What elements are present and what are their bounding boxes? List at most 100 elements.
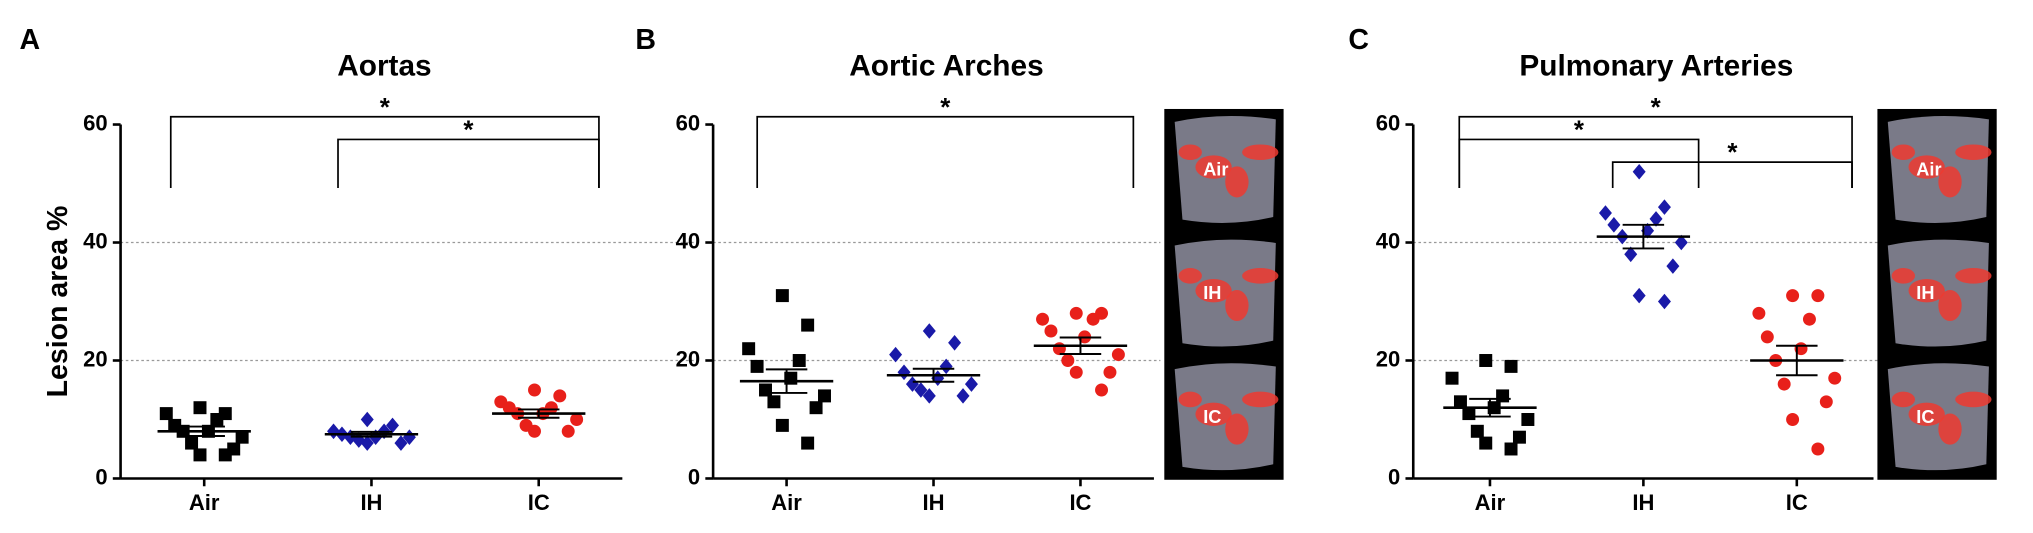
- data-point: [1044, 324, 1058, 338]
- data-point: [767, 395, 781, 409]
- data-point: [394, 435, 408, 451]
- lesion: [1908, 402, 1945, 426]
- lesion: [1938, 166, 1962, 198]
- photo-label: IC: [1916, 407, 1934, 427]
- x-tick-label: IC: [1069, 490, 1091, 515]
- data-point: [1069, 306, 1083, 320]
- lesion: [1938, 413, 1962, 445]
- lesion: [1178, 391, 1202, 408]
- data-point: [801, 436, 815, 450]
- lesion: [1242, 268, 1279, 284]
- lesion: [1242, 391, 1279, 408]
- data-point: [193, 448, 207, 462]
- data-point: [750, 359, 764, 373]
- x-tick-label: IC: [1786, 490, 1808, 515]
- data-point: [1607, 217, 1621, 233]
- lesion: [1908, 278, 1945, 303]
- lesion: [1195, 402, 1232, 426]
- data-point: [759, 383, 772, 397]
- y-tick-label: 60: [676, 110, 701, 135]
- data-point: [1479, 354, 1493, 367]
- panel-letter: B: [635, 24, 656, 56]
- y-tick-label: 20: [676, 346, 701, 371]
- data-point: [1649, 211, 1663, 227]
- data-point: [1086, 312, 1100, 326]
- data-point: [956, 388, 970, 404]
- x-tick-label: Air: [189, 490, 220, 515]
- data-point: [1095, 383, 1109, 397]
- data-point: [1462, 407, 1476, 421]
- lesion: [1908, 155, 1945, 179]
- data-point: [1470, 424, 1484, 438]
- data-point: [1752, 306, 1766, 320]
- chart-title: Pulmonary Arteries: [1519, 49, 1793, 82]
- data-point: [1811, 442, 1825, 456]
- y-tick-label: 60: [83, 110, 108, 135]
- data-point: [1521, 413, 1535, 426]
- lesion: [1225, 166, 1249, 198]
- significance-star: *: [1651, 94, 1662, 122]
- significance-bracket: [1458, 138, 1700, 189]
- data-point: [159, 407, 173, 421]
- data-point: [809, 401, 823, 415]
- significance-bracket: [169, 115, 600, 189]
- data-point: [889, 346, 903, 363]
- data-point: [922, 388, 936, 404]
- lesion: [1225, 413, 1249, 445]
- significance-star: *: [463, 117, 474, 145]
- data-point: [1657, 293, 1671, 310]
- lesion: [1195, 278, 1232, 303]
- significance-star: *: [380, 94, 391, 122]
- y-tick-label: 60: [1376, 110, 1401, 135]
- lesion: [1195, 155, 1232, 179]
- data-point: [1802, 312, 1816, 326]
- data-point: [553, 389, 567, 403]
- data-point: [1036, 312, 1050, 326]
- data-point: [360, 435, 374, 451]
- data-point: [1657, 199, 1671, 215]
- y-tick-label: 0: [688, 464, 700, 489]
- data-point: [1512, 430, 1526, 444]
- significance-star: *: [1727, 139, 1738, 167]
- panel-letter: A: [19, 24, 40, 56]
- error-bar: [765, 368, 808, 394]
- data-point: [897, 364, 911, 381]
- x-tick-label: Air: [1475, 490, 1506, 515]
- data-point: [528, 424, 541, 438]
- error-bar: [1622, 223, 1665, 250]
- significance-star: *: [1574, 117, 1585, 145]
- error-bar: [1776, 344, 1818, 377]
- data-point: [1666, 258, 1680, 274]
- data-point: [948, 335, 962, 351]
- data-point: [1504, 359, 1518, 373]
- data-point: [210, 413, 224, 426]
- data-point: [1598, 205, 1612, 221]
- significance-bracket: [756, 115, 1135, 189]
- data-point: [775, 418, 789, 432]
- photo-label: Air: [1916, 160, 1941, 180]
- significance-bracket: [1611, 161, 1853, 189]
- data-point: [561, 424, 575, 438]
- photo-label: Air: [1203, 160, 1228, 180]
- lesion: [1955, 391, 1992, 408]
- error-bar: [350, 430, 393, 438]
- y-tick-label: 40: [1376, 228, 1401, 253]
- data-point: [1103, 365, 1117, 379]
- data-point: [964, 376, 978, 392]
- lesion: [1178, 144, 1202, 161]
- data-point: [1674, 234, 1688, 251]
- data-point: [1111, 348, 1125, 362]
- data-point: [914, 382, 928, 398]
- data-point: [801, 318, 815, 332]
- error-bar: [183, 425, 225, 437]
- data-point: [742, 342, 756, 356]
- data-point: [570, 413, 584, 426]
- error-bar: [1469, 397, 1511, 418]
- x-tick-label: IH: [360, 490, 382, 515]
- y-tick-label: 0: [1388, 464, 1400, 489]
- significance-bracket: [1458, 115, 1853, 189]
- x-tick-label: Air: [771, 490, 802, 515]
- photo-label: IH: [1916, 283, 1934, 303]
- data-point: [386, 417, 400, 434]
